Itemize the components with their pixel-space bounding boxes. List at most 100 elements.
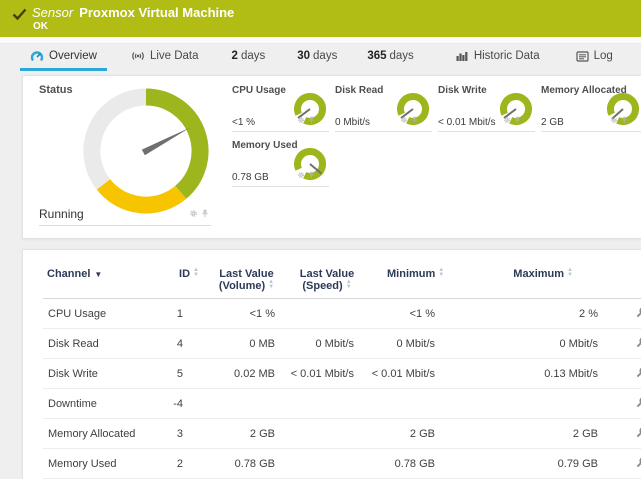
gauge-pin-icon[interactable]	[411, 111, 418, 129]
tab-30-days[interactable]: 30 days	[287, 44, 347, 71]
tab-label: days	[389, 50, 414, 62]
gauge-dial	[397, 93, 429, 125]
channel-id: -4	[173, 397, 183, 410]
tab-label-number: 365	[367, 50, 387, 62]
tab-log[interactable]: Log	[566, 44, 623, 71]
gauge-segment-yellow	[96, 178, 187, 214]
gauge-pin-icon[interactable]	[201, 207, 209, 221]
gauge-title: Memory Allocated	[541, 85, 627, 96]
gauge-value: 2 GB	[541, 117, 564, 128]
column-header-id[interactable]: ID ▲ ▼	[179, 267, 199, 280]
status-gauge-value-row: Running	[39, 207, 211, 226]
gauge-icon	[30, 49, 44, 63]
column-header-minimum[interactable]: Minimum ▲ ▼	[387, 267, 445, 280]
log-icon	[576, 50, 589, 63]
channel-settings-wrench-icon[interactable]	[635, 426, 641, 442]
table-row[interactable]: Memory Allocated 3 2 GB 2 GB 2 GB	[43, 419, 641, 449]
tab-historic-data[interactable]: Historic Data	[446, 44, 550, 71]
tab-label: Historic Data	[473, 50, 540, 62]
column-header-channel[interactable]: Channel ▼	[47, 268, 103, 280]
last-value-speed	[288, 419, 366, 449]
channel-name[interactable]: Disk Write	[48, 367, 98, 380]
last-value-speed	[288, 389, 366, 419]
last-value-volume: 0 MB	[249, 337, 275, 350]
table-row[interactable]: Memory Used 2 0.78 GB 0.78 GB 0.79 GB	[43, 449, 641, 479]
tab-label: Live Data	[149, 50, 199, 62]
sort-icon[interactable]: ▲ ▼	[193, 267, 199, 278]
tab-label: days	[240, 50, 266, 62]
gauge-pin-icon[interactable]	[308, 111, 315, 129]
gauge-needle	[309, 163, 323, 175]
tab-label-number: 30	[297, 50, 311, 62]
sensor-header: Sensor Proxmox Virtual Machine OK	[0, 0, 641, 37]
sort-icon[interactable]: ▲ ▼	[268, 279, 275, 290]
channel-settings-wrench-icon[interactable]	[635, 306, 641, 322]
gauge-pin-icon[interactable]	[514, 111, 521, 129]
gauge-title: Disk Read	[335, 85, 384, 96]
gauge-title: Memory Used	[232, 140, 298, 151]
minimum-value: 2 GB	[409, 427, 435, 440]
channel-id: 3	[176, 427, 183, 440]
channel-name[interactable]: Downtime	[48, 397, 97, 410]
tab-365-days[interactable]: 365 days	[357, 44, 423, 71]
channel-name[interactable]: CPU Usage	[48, 307, 107, 320]
chevron-down-icon[interactable]: ▼	[94, 270, 103, 279]
sort-icon[interactable]: ▲ ▼	[438, 267, 445, 278]
last-value-speed: < 0.01 Mbit/s	[290, 367, 354, 380]
channel-settings-wrench-icon[interactable]	[635, 336, 641, 352]
minimum-value: <1 %	[409, 307, 435, 320]
sensor-label: Sensor	[32, 5, 74, 20]
last-value-speed	[288, 449, 366, 479]
gauge-settings-gear-icon[interactable]	[400, 111, 408, 129]
tab-overview[interactable]: Overview	[20, 44, 107, 71]
gauge-value: < 0.01 Mbit/s	[438, 117, 496, 128]
maximum-value	[448, 389, 613, 419]
tab-label-number: 2	[231, 50, 238, 62]
gauge-settings-gear-icon[interactable]	[610, 111, 618, 129]
column-header-maximum[interactable]: Maximum ▲ ▼	[513, 267, 573, 280]
channel-name[interactable]: Memory Allocated	[48, 427, 136, 440]
last-value-volume: 2 GB	[249, 427, 275, 440]
broadcast-icon	[131, 49, 145, 63]
last-value-volume: 0.78 GB	[234, 457, 275, 470]
channel-name[interactable]: Memory Used	[48, 457, 117, 470]
overview-gauges-panel: Status Running CPU Usage <1 % Disk Read	[22, 75, 641, 239]
table-row[interactable]: Downtime -4	[43, 389, 641, 419]
sort-icon[interactable]: ▲ ▼	[345, 279, 352, 290]
mini-gauge-memory-allocated: Memory Allocated 2 GB	[541, 84, 641, 132]
gauge-value: 0 Mbit/s	[335, 117, 371, 128]
channel-settings-wrench-icon[interactable]	[635, 396, 641, 412]
column-header-last-value-volume[interactable]: Last Value (Volume) ▲ ▼	[218, 268, 275, 292]
table-row[interactable]: Disk Write 5 0.02 MB < 0.01 Mbit/s < 0.0…	[43, 359, 641, 389]
channels-table-panel: Channel ▼ ID ▲ ▼ Last Value (Volume) ▲ ▼ Last …	[22, 249, 641, 479]
channel-settings-wrench-icon[interactable]	[635, 456, 641, 472]
channel-id: 2	[176, 457, 183, 470]
bar-chart-icon	[456, 50, 469, 63]
sensor-name: Proxmox Virtual Machine	[79, 5, 235, 20]
gauge-pin-icon[interactable]	[621, 111, 628, 129]
tab-live-data[interactable]: Live Data	[121, 44, 209, 71]
column-header-last-value-speed[interactable]: Last Value (Speed) ▲ ▼	[299, 268, 355, 292]
gauge-pin-icon[interactable]	[308, 166, 315, 184]
gauge-settings-gear-icon[interactable]	[297, 111, 305, 129]
gauge-settings-gear-icon[interactable]	[503, 111, 511, 129]
minimum-value: 0 Mbit/s	[396, 337, 435, 350]
table-row[interactable]: Disk Read 4 0 MB 0 Mbit/s 0 Mbit/s 0 Mbi…	[43, 329, 641, 359]
gauge-settings-gear-icon[interactable]	[297, 166, 305, 184]
tab-2-days[interactable]: 2 days	[222, 44, 276, 71]
gauge-needle	[611, 108, 624, 120]
gauge-value: 0.78 GB	[232, 172, 269, 183]
table-row[interactable]: CPU Usage 1 <1 % <1 % 2 %	[43, 299, 641, 329]
gauge-settings-gear-icon[interactable]	[189, 207, 198, 221]
column-header-tools	[613, 260, 641, 299]
mini-gauge-disk-write: Disk Write < 0.01 Mbit/s	[438, 84, 535, 132]
channel-id: 4	[176, 337, 183, 350]
mini-gauge-cpu-usage: CPU Usage <1 %	[232, 84, 329, 132]
gauge-needle	[503, 108, 517, 119]
tab-label: days	[313, 50, 338, 62]
sort-icon[interactable]: ▲ ▼	[567, 267, 573, 278]
status-gauge-value: Running	[39, 207, 84, 221]
channel-name[interactable]: Disk Read	[48, 337, 99, 350]
maximum-value: 0 Mbit/s	[559, 337, 598, 350]
channel-settings-wrench-icon[interactable]	[635, 366, 641, 382]
